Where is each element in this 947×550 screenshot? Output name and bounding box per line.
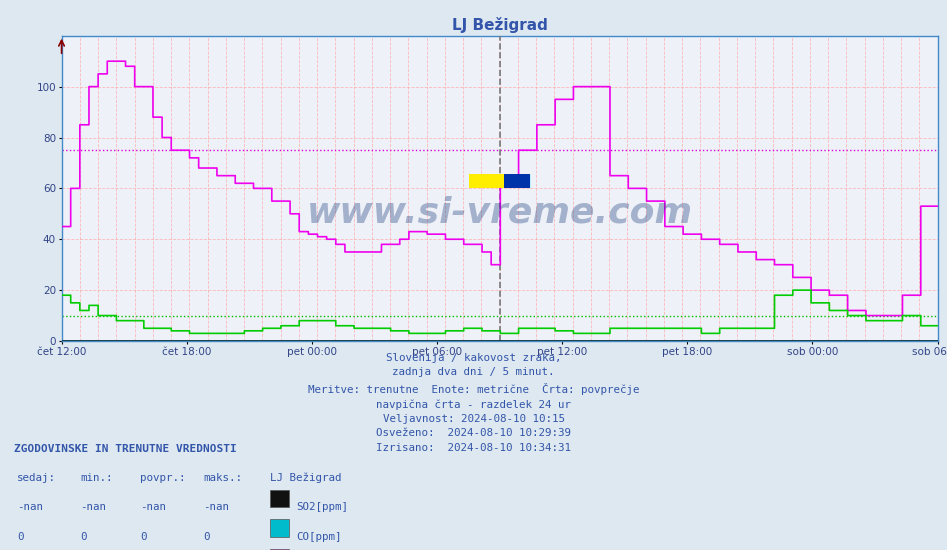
Text: povpr.:: povpr.:: [140, 472, 186, 483]
Text: -nan: -nan: [140, 502, 166, 512]
Bar: [469, 174, 504, 188]
Text: ZGODOVINSKE IN TRENUTNE VREDNOSTI: ZGODOVINSKE IN TRENUTNE VREDNOSTI: [14, 444, 237, 454]
Text: SO2[ppm]: SO2[ppm]: [296, 502, 348, 512]
Bar: [504, 174, 530, 188]
Text: 0: 0: [80, 532, 87, 542]
Text: Slovenija / kakovost zraka,
zadnja dva dni / 5 minut.
Meritve: trenutne  Enote: : Slovenija / kakovost zraka, zadnja dva d…: [308, 353, 639, 453]
Text: www.si-vreme.com: www.si-vreme.com: [307, 196, 692, 230]
Text: maks.:: maks.:: [204, 472, 242, 483]
Text: LJ Bežigrad: LJ Bežigrad: [270, 472, 342, 483]
Polygon shape: [504, 174, 530, 188]
Bar: [270, 490, 289, 507]
Text: min.:: min.:: [80, 472, 113, 483]
Text: 0: 0: [17, 532, 24, 542]
Text: 0: 0: [204, 532, 210, 542]
Text: -nan: -nan: [80, 502, 106, 512]
Text: sedaj:: sedaj:: [17, 472, 56, 483]
Text: -nan: -nan: [17, 502, 43, 512]
Bar: [270, 519, 289, 537]
Text: CO[ppm]: CO[ppm]: [296, 532, 342, 542]
Title: LJ Bežigrad: LJ Bežigrad: [452, 17, 547, 33]
Text: -nan: -nan: [204, 502, 229, 512]
Text: 0: 0: [140, 532, 147, 542]
Bar: [270, 549, 289, 550]
